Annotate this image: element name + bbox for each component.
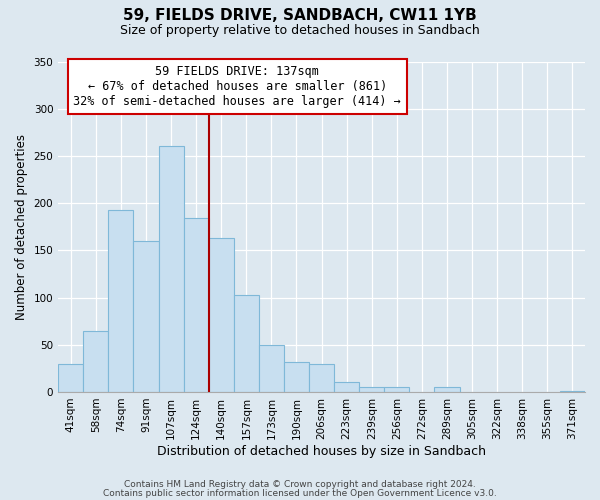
Text: 59 FIELDS DRIVE: 137sqm
← 67% of detached houses are smaller (861)
32% of semi-d: 59 FIELDS DRIVE: 137sqm ← 67% of detache… (73, 65, 401, 108)
Bar (109, 210, 133, 392)
Bar (359, 387, 385, 392)
Bar (234, 294, 259, 392)
Text: Contains HM Land Registry data © Crown copyright and database right 2024.: Contains HM Land Registry data © Crown c… (124, 480, 476, 489)
Text: 59, FIELDS DRIVE, SANDBACH, CW11 1YB: 59, FIELDS DRIVE, SANDBACH, CW11 1YB (123, 8, 477, 22)
Y-axis label: Number of detached properties: Number of detached properties (15, 134, 28, 320)
Bar (83, 330, 109, 392)
Bar (58, 364, 83, 392)
Bar (434, 387, 460, 392)
Bar (334, 382, 359, 392)
Bar (133, 241, 158, 392)
Bar (184, 218, 209, 392)
Bar (309, 364, 334, 392)
Bar (158, 146, 184, 392)
Text: Contains public sector information licensed under the Open Government Licence v3: Contains public sector information licen… (103, 489, 497, 498)
Bar (560, 391, 585, 392)
X-axis label: Distribution of detached houses by size in Sandbach: Distribution of detached houses by size … (157, 444, 486, 458)
Bar (259, 345, 284, 392)
Bar (209, 238, 234, 392)
Bar (385, 387, 409, 392)
Text: Size of property relative to detached houses in Sandbach: Size of property relative to detached ho… (120, 24, 480, 37)
Bar (284, 362, 309, 392)
